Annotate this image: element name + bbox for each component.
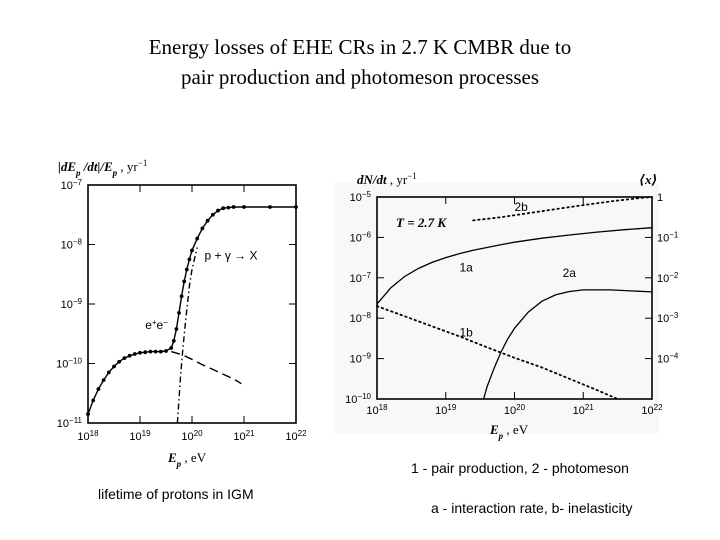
left-data-point [101,378,106,383]
right-secondary-y-tick-label: 10−1 [657,230,679,245]
left-data-point [153,349,158,354]
right-y-tick-label: 10−10 [345,392,371,407]
left-y-tick-label: 10−9 [61,297,83,312]
right-y-tick-label: 10−7 [350,270,372,285]
left-data-point [226,205,231,210]
curve-label-1b: 1b [460,325,474,339]
temperature-label: T = 2.7 K [396,215,447,230]
left-x-tick-label: 1022 [285,429,307,444]
photomeson-label: p + γ → X [204,248,257,262]
caption-right-line-2: a - interaction rate, b- inelasticity [431,500,633,516]
right-x-tick-label: 1020 [504,403,526,418]
left-data-point [96,387,101,391]
curve-label-2a: 2a [563,266,577,280]
left-data-point [86,412,90,416]
left-data-point [195,236,200,241]
slide-title-line-1: Energy losses of EHE CRs in 2.7 K CMBR d… [148,35,572,59]
left-y-tick-label: 10−10 [56,356,82,371]
right-y-tick-label: 10−6 [350,230,372,245]
right-series-1b [376,305,619,400]
left-x-tick-label: 1020 [181,429,203,444]
left-series-dashdot [176,247,198,424]
left-data-point [294,205,298,209]
slide-title-line-2: pair production and photomeson processes [180,65,540,89]
left-data-point [117,359,122,364]
left-data-point [210,212,215,217]
right-series-2a [482,289,653,400]
left-data-point [112,364,116,369]
left-y-tick-label: 10−11 [57,416,83,431]
right-x-tick-label: 1018 [366,403,388,418]
left-data-point [177,311,181,315]
left-data-point [143,350,148,355]
right-y-axis-label: dN/dt , yr−1 [357,171,417,187]
left-data-point [205,218,210,223]
pair-production-label: e+e− [145,317,168,332]
left-data-point [190,248,194,253]
right-x-axis-label: Ep , eV [489,422,529,441]
right-x-tick-label: 1022 [641,403,663,418]
left-data-point [158,349,163,354]
left-x-tick-label: 1019 [129,429,151,444]
right-y-tick-label: 10−5 [350,190,372,205]
left-x-axis-label: Ep , eV [167,450,207,469]
left-x-tick-label: 1018 [77,429,99,444]
left-data-point [132,352,137,356]
right-y-tick-label: 10−8 [350,311,372,326]
right-x-tick-label: 1019 [435,403,457,418]
curve-label-2b: 2b [515,200,529,214]
left-y-tick-label: 10−7 [61,178,83,193]
left-data-point [179,294,184,299]
right-chart: 1018 1019 1020 1021 1022 10−5 10−6 10−7 10−8 10−9… [334,171,679,441]
right-x-tick-label: 1021 [573,403,595,418]
left-y-tick-label: 10−8 [61,237,83,252]
left-data-point [174,327,179,331]
left-data-point [171,338,176,343]
right-secondary-y-tick-label: 10−4 [657,351,679,366]
left-data-point [138,350,142,355]
left-data-point [91,398,96,403]
left-data-point [187,257,192,262]
right-series-2b [472,196,653,222]
left-data-point [106,370,111,375]
left-data-point [122,356,127,361]
right-secondary-y-tick-label: 10−2 [657,270,679,285]
left-data-point [200,226,205,231]
left-chart: 1018 1019 1020 1021 1022 10−7 10−8 10−9 10−10 10−… [56,158,307,469]
left-plot-frame [87,184,297,424]
left-data-point [268,205,272,209]
left-data-point [164,349,168,353]
caption-left: lifetime of protons in IGM [98,486,254,502]
left-y-axis-label: |dEp /dt|/Ep , yr−1 [58,158,147,178]
left-data-point [127,353,132,358]
right-secondary-y-axis-label: ⟨x⟩ [639,172,657,187]
right-secondary-y-tick-label: 10−3 [657,311,679,326]
left-data-point [169,346,174,350]
left-data-point [184,267,189,272]
right-secondary-y-tick-label: 1 [657,192,663,204]
right-figure-background [334,183,659,433]
right-y-tick-label: 10−9 [350,351,372,366]
caption-right-line-1: 1 - pair production, 2 - photomeson [411,460,629,476]
left-data-point [182,279,187,284]
left-data-point [231,205,236,209]
left-data-point [216,208,220,213]
right-series-1a [376,227,653,305]
left-series-solid-dotted [87,206,296,415]
left-data-point [242,205,246,209]
left-x-tick-label: 1021 [233,429,255,444]
left-data-point [221,206,226,211]
left-data-point [148,349,153,354]
curve-label-1a: 1a [460,261,474,275]
